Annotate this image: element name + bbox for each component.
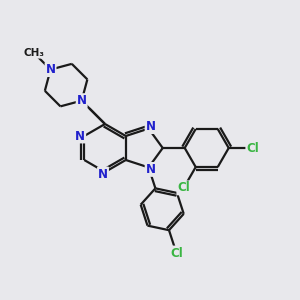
Text: Cl: Cl <box>177 181 190 194</box>
Text: N: N <box>75 130 85 142</box>
Text: N: N <box>146 120 156 133</box>
Text: CH₃: CH₃ <box>23 48 44 58</box>
Text: N: N <box>146 163 156 176</box>
Text: N: N <box>46 63 56 76</box>
Text: N: N <box>77 94 87 107</box>
Text: N: N <box>98 167 108 181</box>
Text: Cl: Cl <box>246 142 259 154</box>
Text: Cl: Cl <box>170 247 183 260</box>
